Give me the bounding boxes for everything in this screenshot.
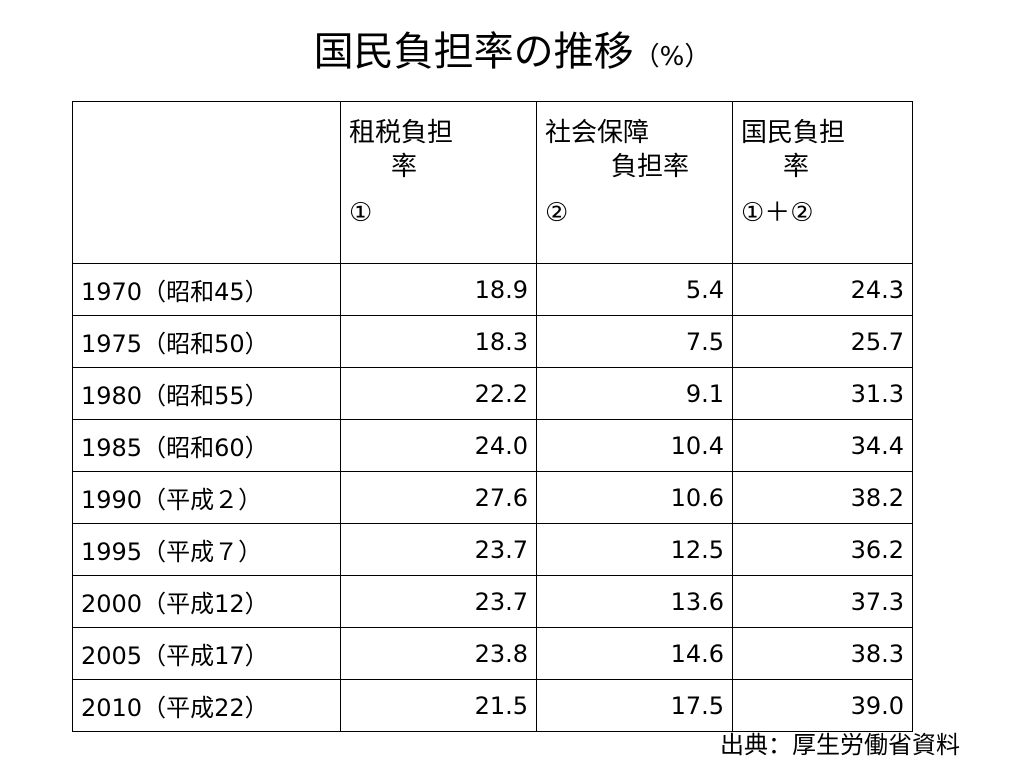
header-cell-tax-burden: 租税負担 率 ① [340,101,537,264]
tax-rate-cell: 23.7 [340,575,537,628]
table-row: 2005（平成17） 23.8 14.6 38.3 [72,627,913,680]
year-cell: 2000（平成12） [72,575,341,628]
header-cell-national-burden: 国民負担 率 ①＋② [732,101,913,264]
social-rate-cell: 9.1 [536,367,733,420]
burden-rate-table: 租税負担 率 ① 社会保障 負担率 ② 国民負担 率 ①＋② 1970（昭和45… [72,101,913,732]
header-cell-social-burden: 社会保障 負担率 ② [536,101,733,264]
header-line: 租税負担 [349,118,454,148]
header-marker: ①＋② [741,198,814,228]
social-rate-cell: 13.6 [536,575,733,628]
total-rate-cell: 38.3 [732,627,913,680]
year-cell: 1970（昭和45） [72,263,341,316]
tax-rate-cell: 23.7 [340,523,537,576]
header-line: 率 [391,152,418,182]
social-rate-cell: 17.5 [536,679,733,732]
header-marker: ② [545,198,569,228]
table-row: 1970（昭和45） 18.9 5.4 24.3 [72,263,913,316]
year-cell: 2005（平成17） [72,627,341,680]
table-row: 2010（平成22） 21.5 17.5 39.0 [72,679,913,732]
year-cell: 1975（昭和50） [72,315,341,368]
header-cell-empty [72,101,341,264]
year-cell: 1980（昭和55） [72,367,341,420]
tax-rate-cell: 24.0 [340,419,537,472]
title-unit: （%） [633,42,711,72]
table-row: 1985（昭和60） 24.0 10.4 34.4 [72,419,913,472]
tax-rate-cell: 23.8 [340,627,537,680]
tax-rate-cell: 22.2 [340,367,537,420]
tax-rate-cell: 21.5 [340,679,537,732]
header-line: 率 [783,152,810,182]
social-rate-cell: 10.6 [536,471,733,524]
tax-rate-cell: 18.9 [340,263,537,316]
tax-rate-cell: 18.3 [340,315,537,368]
year-cell: 1995（平成７） [72,523,341,576]
table-row: 1995（平成７） 23.7 12.5 36.2 [72,523,913,576]
header-line: 国民負担 [741,118,846,148]
page-title: 国民負担率の推移（%） [0,24,1024,85]
header-line: 社会保障 [545,118,650,148]
total-rate-cell: 37.3 [732,575,913,628]
year-cell: 1990（平成２） [72,471,341,524]
total-rate-cell: 38.2 [732,471,913,524]
source-note: 出典：厚生労働省資料 [720,731,960,759]
header-line: 負担率 [611,152,690,182]
table-row: 1975（昭和50） 18.3 7.5 25.7 [72,315,913,368]
table-row: 2000（平成12） 23.7 13.6 37.3 [72,575,913,628]
title-main: 国民負担率の推移 [313,29,634,75]
table-header-row: 租税負担 率 ① 社会保障 負担率 ② 国民負担 率 ①＋② [72,101,913,264]
social-rate-cell: 14.6 [536,627,733,680]
social-rate-cell: 5.4 [536,263,733,316]
total-rate-cell: 36.2 [732,523,913,576]
tax-rate-cell: 27.6 [340,471,537,524]
year-cell: 2010（平成22） [72,679,341,732]
table-row: 1990（平成２） 27.6 10.6 38.2 [72,471,913,524]
table-row: 1980（昭和55） 22.2 9.1 31.3 [72,367,913,420]
total-rate-cell: 24.3 [732,263,913,316]
total-rate-cell: 25.7 [732,315,913,368]
social-rate-cell: 7.5 [536,315,733,368]
total-rate-cell: 31.3 [732,367,913,420]
total-rate-cell: 34.4 [732,419,913,472]
social-rate-cell: 10.4 [536,419,733,472]
year-cell: 1985（昭和60） [72,419,341,472]
total-rate-cell: 39.0 [732,679,913,732]
social-rate-cell: 12.5 [536,523,733,576]
header-marker: ① [349,198,373,228]
